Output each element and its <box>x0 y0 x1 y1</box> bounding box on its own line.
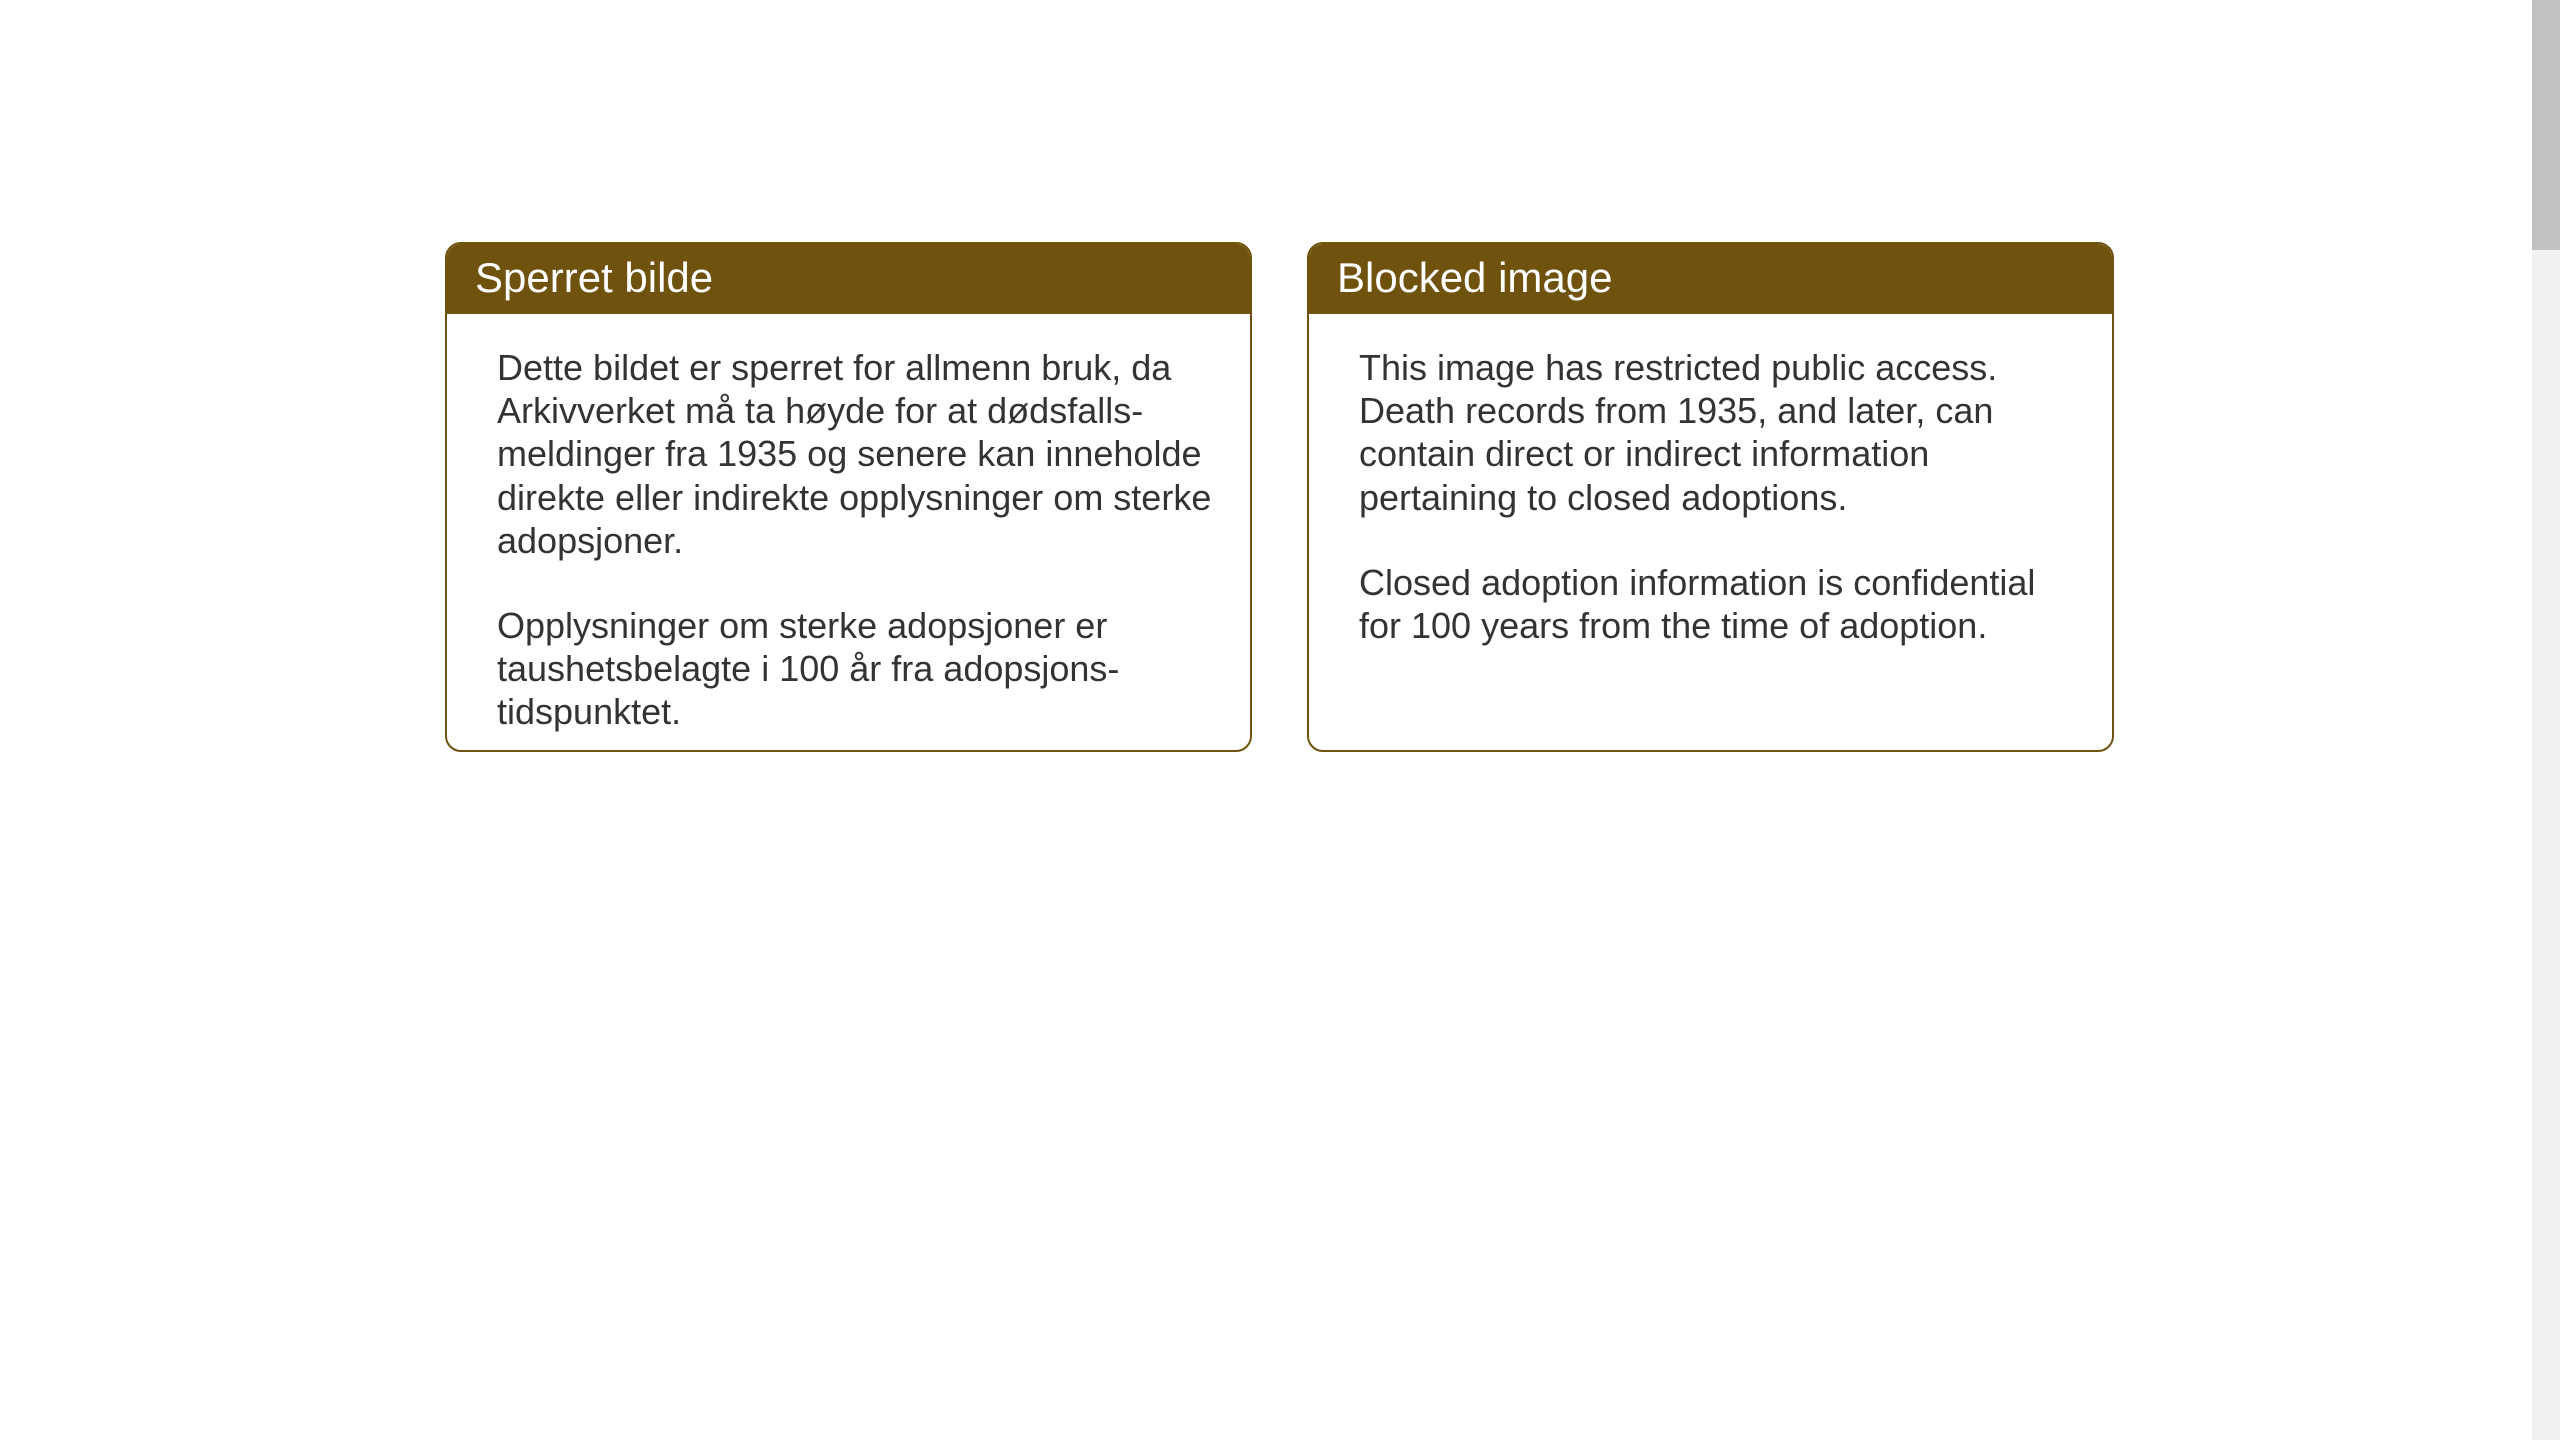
english-paragraph-1: This image has restricted public access.… <box>1359 346 2074 519</box>
scrollbar-thumb[interactable] <box>2532 0 2560 250</box>
norwegian-paragraph-1: Dette bildet er sperret for allmenn bruk… <box>497 346 1212 562</box>
norwegian-card-body: Dette bildet er sperret for allmenn bruk… <box>447 314 1250 752</box>
norwegian-card-title: Sperret bilde <box>447 244 1250 314</box>
english-card-title: Blocked image <box>1309 244 2112 314</box>
english-paragraph-2: Closed adoption information is confident… <box>1359 561 2074 647</box>
english-card-body: This image has restricted public access.… <box>1309 314 2112 679</box>
scrollbar-track[interactable] <box>2532 0 2560 1440</box>
english-notice-card: Blocked image This image has restricted … <box>1307 242 2114 752</box>
notice-container: Sperret bilde Dette bildet er sperret fo… <box>445 242 2114 752</box>
norwegian-paragraph-2: Opplysninger om sterke adopsjoner er tau… <box>497 604 1212 734</box>
norwegian-notice-card: Sperret bilde Dette bildet er sperret fo… <box>445 242 1252 752</box>
